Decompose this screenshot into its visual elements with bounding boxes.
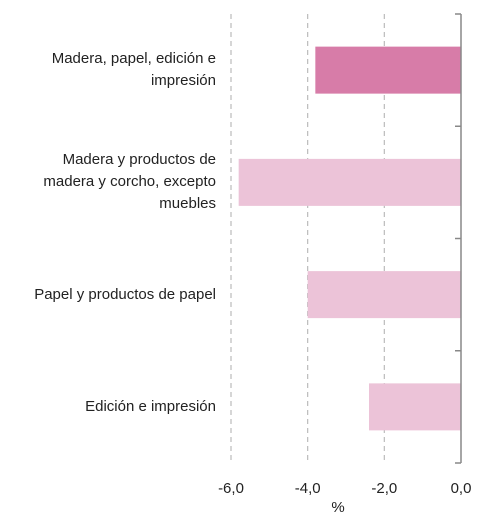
category-label-line: Madera, papel, edición e — [51, 50, 216, 68]
category-label-line: madera y corcho, excepto — [43, 173, 216, 191]
category-label: Madera y productos de madera y corcho, ex… — [4, 149, 216, 215]
category-label-line: Papel y productos de papel — [34, 285, 216, 303]
x-tick-label: -2,0 — [371, 480, 397, 497]
category-label-line: Madera y productos de — [62, 151, 216, 169]
category-label-line: impresión — [150, 72, 216, 90]
tick-labels: -6,0 -4,0 -2,0 0,0 — [218, 480, 471, 497]
category-label-line: muebles — [159, 195, 216, 213]
bar — [369, 383, 461, 431]
category-label: Madera, papel, edición e impresión — [4, 48, 216, 92]
bars — [238, 46, 461, 431]
x-tick-label: -4,0 — [295, 480, 321, 497]
bar — [238, 158, 461, 206]
x-tick-label: 0,0 — [451, 480, 472, 497]
value-axis — [455, 13, 462, 464]
x-axis-label: % — [331, 499, 344, 515]
category-label: Edición e impresión — [4, 396, 216, 418]
x-tick-label: -6,0 — [218, 480, 244, 497]
bar — [307, 271, 461, 319]
bar — [315, 46, 461, 94]
category-label-line: Edición e impresión — [85, 397, 216, 415]
category-label: Papel y productos de papel — [4, 284, 216, 306]
